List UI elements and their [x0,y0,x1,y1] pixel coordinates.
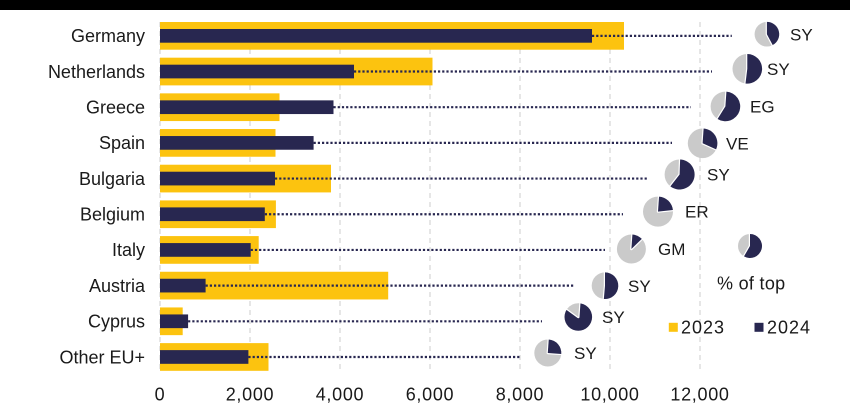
svg-text:10,000: 10,000 [580,385,639,405]
svg-text:% of top: % of top [717,274,785,294]
svg-text:Spain: Spain [99,133,145,153]
svg-text:ER: ER [685,203,709,222]
svg-text:8,000: 8,000 [496,385,545,405]
svg-text:6,000: 6,000 [406,385,455,405]
svg-text:SY: SY [602,308,625,327]
svg-text:GM: GM [658,240,685,259]
svg-text:Other EU+: Other EU+ [59,347,145,367]
svg-text:SY: SY [767,60,790,79]
svg-text:2023: 2023 [681,318,725,338]
svg-text:Italy: Italy [112,240,145,260]
svg-text:SY: SY [628,277,651,296]
svg-text:4,000: 4,000 [316,385,365,405]
svg-text:Netherlands: Netherlands [48,62,145,82]
svg-text:Austria: Austria [89,276,146,296]
svg-text:2024: 2024 [767,318,811,338]
svg-text:Greece: Greece [86,98,145,118]
svg-text:Germany: Germany [71,26,145,46]
svg-text:EG: EG [750,98,775,117]
svg-text:SY: SY [574,344,597,363]
svg-text:SY: SY [790,25,813,44]
svg-text:0: 0 [155,385,166,405]
svg-text:Belgium: Belgium [80,205,145,225]
svg-text:Bulgaria: Bulgaria [79,169,146,189]
svg-text:2,000: 2,000 [226,385,275,405]
svg-text:12,000: 12,000 [670,385,729,405]
svg-text:VE: VE [726,134,749,153]
svg-text:SY: SY [707,166,730,185]
svg-text:Cyprus: Cyprus [88,312,145,332]
